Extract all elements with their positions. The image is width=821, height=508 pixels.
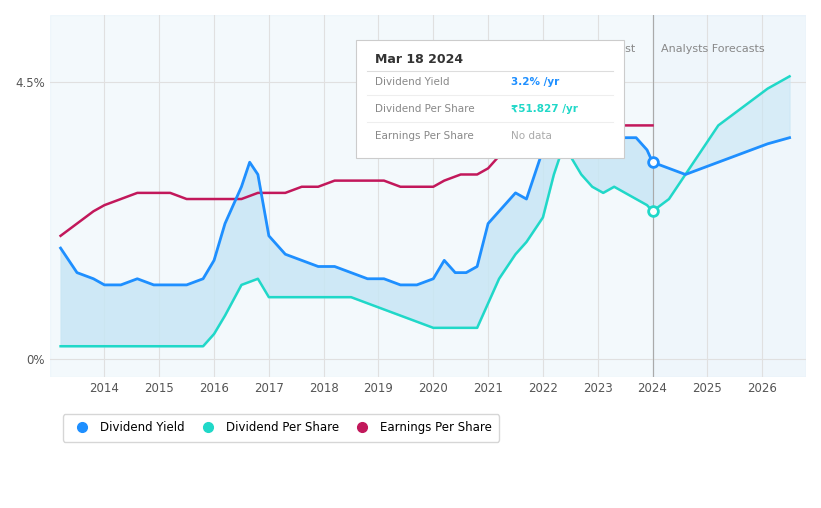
Text: Analysts Forecasts: Analysts Forecasts	[661, 44, 764, 54]
Text: Dividend Yield: Dividend Yield	[375, 77, 449, 86]
Text: ₹51.827 /yr: ₹51.827 /yr	[511, 104, 578, 114]
Text: Past: Past	[612, 44, 636, 54]
Text: No data: No data	[511, 131, 552, 141]
Bar	[49, 15, 653, 377]
Legend: Dividend Yield, Dividend Per Share, Earnings Per Share: Dividend Yield, Dividend Per Share, Earn…	[63, 415, 499, 441]
FancyBboxPatch shape	[356, 40, 625, 158]
Text: Earnings Per Share: Earnings Per Share	[375, 131, 474, 141]
Bar	[653, 15, 806, 377]
Text: 3.2% /yr: 3.2% /yr	[511, 77, 559, 86]
Text: Mar 18 2024: Mar 18 2024	[375, 53, 463, 66]
Text: Dividend Per Share: Dividend Per Share	[375, 104, 475, 114]
